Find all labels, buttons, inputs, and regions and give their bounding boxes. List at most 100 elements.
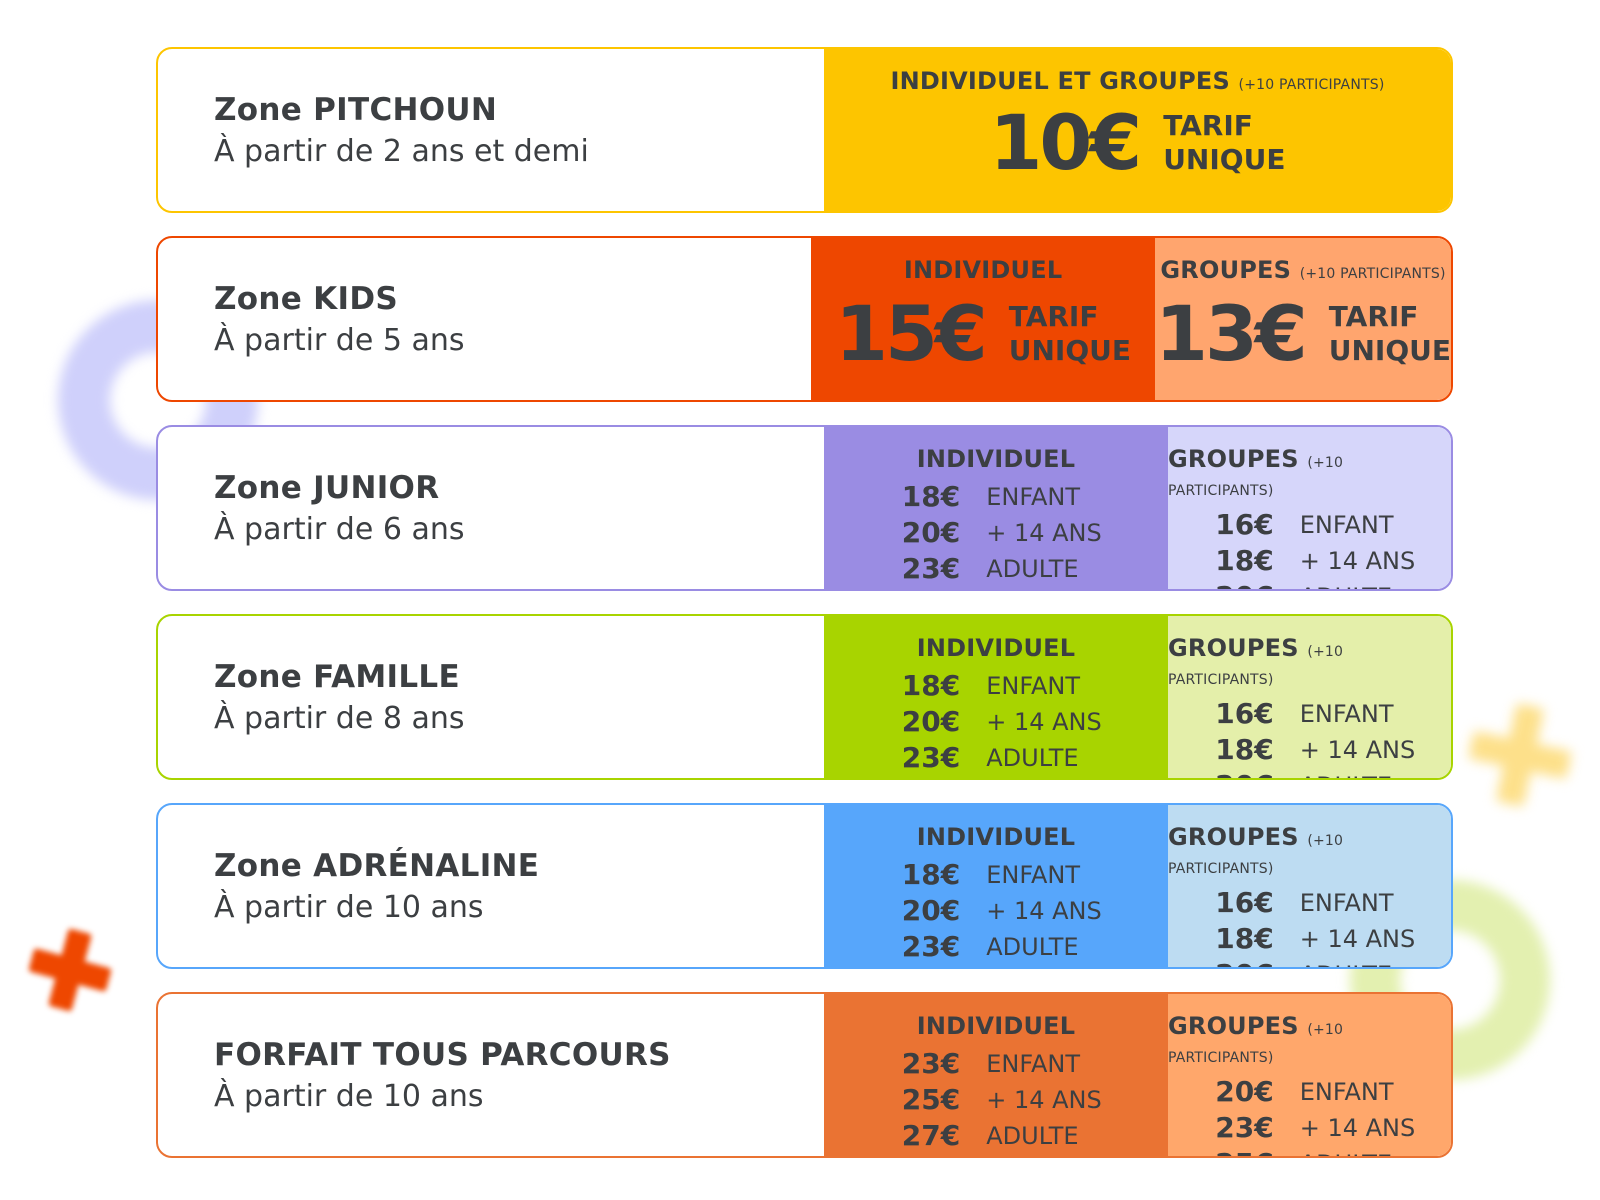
zone-title: FORFAIT TOUS PARCOURS xyxy=(214,1036,671,1073)
price-category: ADULTE xyxy=(986,555,1079,583)
price: 15€ xyxy=(835,289,988,378)
price-category: ENFANT xyxy=(986,483,1080,511)
price-category: ADULTE xyxy=(1300,579,1392,589)
panel-title: INDIVIDUEL xyxy=(916,634,1076,662)
zone-title: Zone PITCHOUN xyxy=(214,91,498,128)
price: 18€ xyxy=(1215,544,1274,577)
panel-title: INDIVIDUEL xyxy=(916,1012,1076,1040)
price-line: 20€ ADULTE xyxy=(1204,768,1416,778)
participants-note: (+10 PARTICIPANTS) xyxy=(1168,455,1344,499)
panel-title: GROUPES (+10 PARTICIPANTS) xyxy=(1168,445,1344,499)
price: 20€ xyxy=(901,516,961,549)
panel-title: INDIVIDUEL xyxy=(916,823,1076,851)
zone-title: Zone FAMILLE xyxy=(214,658,460,695)
pricing-row: FORFAIT TOUS PARCOURS À partir de 10 ans… xyxy=(156,992,1453,1158)
participants-note: (+10 PARTICIPANTS) xyxy=(1238,77,1385,93)
price: 18€ xyxy=(901,669,961,702)
participants-note: (+10 PARTICIPANTS) xyxy=(1168,833,1344,877)
price-line: 25€ + 14 ANS xyxy=(890,1082,1102,1118)
price: 18€ xyxy=(1215,733,1274,766)
panel-title: INDIVIDUEL xyxy=(916,445,1076,473)
price-line: 20€ ADULTE xyxy=(1204,579,1416,589)
price-category: ADULTE xyxy=(986,933,1079,961)
price-category: ENFANT xyxy=(1299,889,1394,917)
price-category: + 14 ANS xyxy=(986,708,1102,736)
participants-note: (+10 PARTICIPANTS) xyxy=(1168,1022,1344,1066)
group-price-panel: GROUPES (+10 PARTICIPANTS) 16€ ENFANT 18… xyxy=(1168,427,1451,589)
price: 18€ xyxy=(901,480,961,513)
price: 23€ xyxy=(1215,1111,1274,1144)
price-line: 23€ ADULTE xyxy=(890,551,1102,587)
pricing-row: Zone ADRÉNALINE À partir de 10 ans INDIV… xyxy=(156,803,1453,969)
individual-price-panel: INDIVIDUEL 18€ ENFANT 20€ + 14 ANS 23€ A… xyxy=(824,427,1168,589)
panel-title: INDIVIDUEL xyxy=(903,256,1063,284)
price-line: 20€ + 14 ANS xyxy=(890,704,1102,740)
price-category: ADULTE xyxy=(1300,768,1392,778)
price: 16€ xyxy=(1215,508,1274,541)
price-line: 18€ ENFANT xyxy=(890,479,1102,515)
decorative-cross-orange xyxy=(21,921,119,1019)
price: 23€ xyxy=(901,552,961,585)
price: 13€ xyxy=(1155,289,1308,378)
participants-note: (+10 PARTICIPANTS) xyxy=(1299,266,1446,282)
price: 20€ xyxy=(1204,579,1273,589)
price: 23€ xyxy=(901,741,961,774)
pricing-row: Zone JUNIOR À partir de 6 ans INDIVIDUEL… xyxy=(156,425,1453,591)
price-line: 18€ + 14 ANS xyxy=(1204,732,1415,768)
price-line: 25€ ADULTE xyxy=(1204,1146,1416,1156)
group-price-panel: GROUPES (+10 PARTICIPANTS) 20€ ENFANT 23… xyxy=(1168,994,1451,1156)
price-category: ENFANT xyxy=(986,861,1080,889)
individual-price-panel: INDIVIDUEL 18€ ENFANT 20€ + 14 ANS 23€ A… xyxy=(824,805,1168,967)
price-line: 23€ ADULTE xyxy=(890,929,1102,965)
pricing-row: Zone FAMILLE À partir de 8 ans INDIVIDUE… xyxy=(156,614,1453,780)
price-category: + 14 ANS xyxy=(986,897,1102,925)
participants-note: (+10 PARTICIPANTS) xyxy=(1168,644,1344,688)
zone-info: Zone PITCHOUN À partir de 2 ans et demi xyxy=(158,49,824,211)
price: 23€ xyxy=(901,1047,961,1080)
panel-title: GROUPES (+10 PARTICIPANTS) xyxy=(1168,634,1344,688)
price-line: 18€ ENFANT xyxy=(890,668,1102,704)
price-line: 16€ ENFANT xyxy=(1204,885,1416,921)
price-line: 16€ ENFANT xyxy=(1204,507,1416,543)
price-category: ENFANT xyxy=(1299,1078,1394,1106)
pricing-row: Zone PITCHOUN À partir de 2 ans et demi … xyxy=(156,47,1453,213)
zone-info: Zone JUNIOR À partir de 6 ans xyxy=(158,427,824,589)
price: 20€ xyxy=(1204,768,1273,778)
zone-age: À partir de 6 ans xyxy=(214,511,465,547)
panel-title: GROUPES (+10 PARTICIPANTS) xyxy=(1160,256,1446,284)
price-category: ADULTE xyxy=(1300,1146,1392,1156)
price-line: 27€ ADULTE xyxy=(890,1118,1102,1154)
zone-age: À partir de 2 ans et demi xyxy=(214,133,589,169)
price-category: + 14 ANS xyxy=(1299,1114,1416,1142)
price-line: 20€ ADULTE xyxy=(1204,957,1416,967)
price-line: 20€ + 14 ANS xyxy=(890,893,1102,929)
price-category: ADULTE xyxy=(986,744,1079,772)
individual-price-panel: INDIVIDUEL 15€ TARIF UNIQUE xyxy=(811,238,1156,400)
price-category: + 14 ANS xyxy=(1299,925,1416,953)
price: 20€ xyxy=(1215,1075,1274,1108)
individual-price-panel: INDIVIDUEL 23€ ENFANT 25€ + 14 ANS 27€ A… xyxy=(824,994,1168,1156)
group-price-panel: INDIVIDUEL ET GROUPES (+10 PARTICIPANTS)… xyxy=(824,49,1451,211)
price-category: ENFANT xyxy=(1299,511,1394,539)
group-price-panel: GROUPES (+10 PARTICIPANTS) 16€ ENFANT 18… xyxy=(1168,805,1451,967)
panel-title: INDIVIDUEL ET GROUPES (+10 PARTICIPANTS) xyxy=(890,67,1385,95)
zone-info: Zone KIDS À partir de 5 ans xyxy=(158,238,811,400)
price: 16€ xyxy=(1215,697,1274,730)
panel-title: GROUPES (+10 PARTICIPANTS) xyxy=(1168,1012,1344,1066)
price: 20€ xyxy=(1204,957,1273,967)
price-category: ENFANT xyxy=(986,1050,1080,1078)
zone-info: Zone ADRÉNALINE À partir de 10 ans xyxy=(158,805,824,967)
panel-title: GROUPES (+10 PARTICIPANTS) xyxy=(1168,823,1344,877)
zone-age: À partir de 10 ans xyxy=(214,1078,484,1114)
price-category: ADULTE xyxy=(1300,957,1392,967)
zone-title: Zone KIDS xyxy=(214,280,398,317)
price-line: 18€ ENFANT xyxy=(890,857,1102,893)
price-category: + 14 ANS xyxy=(986,1086,1102,1114)
price-category: + 14 ANS xyxy=(986,519,1102,547)
zone-info: Zone FAMILLE À partir de 8 ans xyxy=(158,616,824,778)
pricing-row: Zone KIDS À partir de 5 ans INDIVIDUEL 15… xyxy=(156,236,1453,402)
price: 18€ xyxy=(1215,922,1274,955)
price: 23€ xyxy=(901,930,961,963)
zone-title: Zone ADRÉNALINE xyxy=(214,847,540,884)
price: 20€ xyxy=(901,705,961,738)
